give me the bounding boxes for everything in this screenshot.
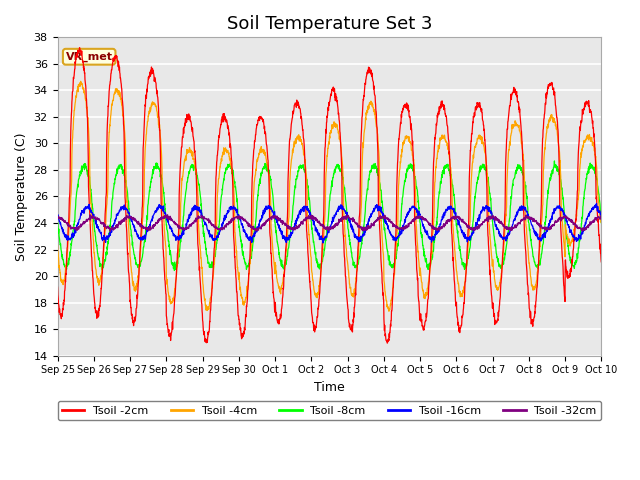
Legend: Tsoil -2cm, Tsoil -4cm, Tsoil -8cm, Tsoil -16cm, Tsoil -32cm: Tsoil -2cm, Tsoil -4cm, Tsoil -8cm, Tsoi… xyxy=(58,401,601,420)
Y-axis label: Soil Temperature (C): Soil Temperature (C) xyxy=(15,132,28,261)
X-axis label: Time: Time xyxy=(314,381,345,394)
Title: Soil Temperature Set 3: Soil Temperature Set 3 xyxy=(227,15,432,33)
Text: VR_met: VR_met xyxy=(66,52,113,62)
